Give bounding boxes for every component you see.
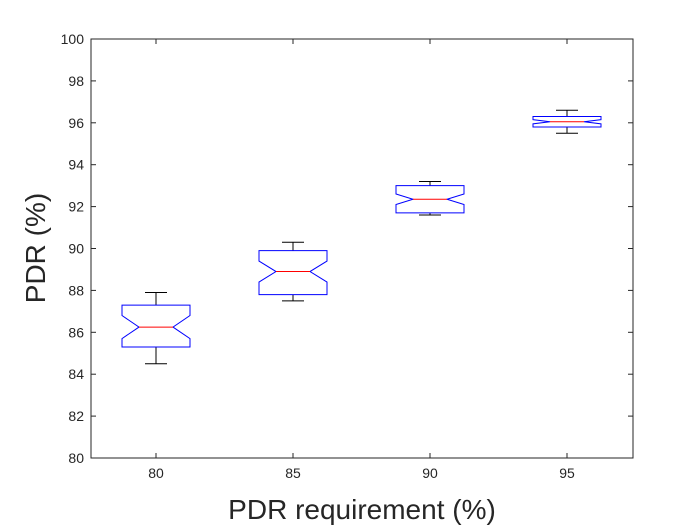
y-tick-label: 88 <box>68 282 84 298</box>
box-90 <box>395 180 465 216</box>
x-tick-label: 80 <box>148 465 164 481</box>
y-tick-label: 84 <box>68 366 84 382</box>
box-85 <box>258 241 328 302</box>
boxes-layer <box>121 109 602 365</box>
y-axis-label: PDR (%) <box>20 193 51 303</box>
y-tick-label: 92 <box>68 199 84 215</box>
box-95 <box>532 109 602 134</box>
y-tick-label: 96 <box>68 115 84 131</box>
y-tick-label: 90 <box>68 241 84 257</box>
plot-area <box>90 38 634 459</box>
y-tick-label: 82 <box>68 408 84 424</box>
x-tick-label: 85 <box>285 465 301 481</box>
notched-box <box>395 185 465 214</box>
notched-box <box>121 304 191 348</box>
y-tick-label: 86 <box>68 324 84 340</box>
notched-box <box>532 116 602 128</box>
box-80 <box>121 291 191 365</box>
notched-box <box>258 250 328 296</box>
y-tick-label: 80 <box>68 450 84 466</box>
y-tick-label: 94 <box>68 157 84 173</box>
y-tick-label: 98 <box>68 73 84 89</box>
x-axis-label: PDR requirement (%) <box>228 494 496 525</box>
x-tick-label: 90 <box>422 465 438 481</box>
x-axis: 80 85 90 95 <box>148 39 575 481</box>
y-axis: 80 82 84 86 88 90 92 94 96 98 100 <box>61 31 633 466</box>
y-tick-label: 100 <box>61 31 85 47</box>
x-tick-label: 95 <box>559 465 575 481</box>
